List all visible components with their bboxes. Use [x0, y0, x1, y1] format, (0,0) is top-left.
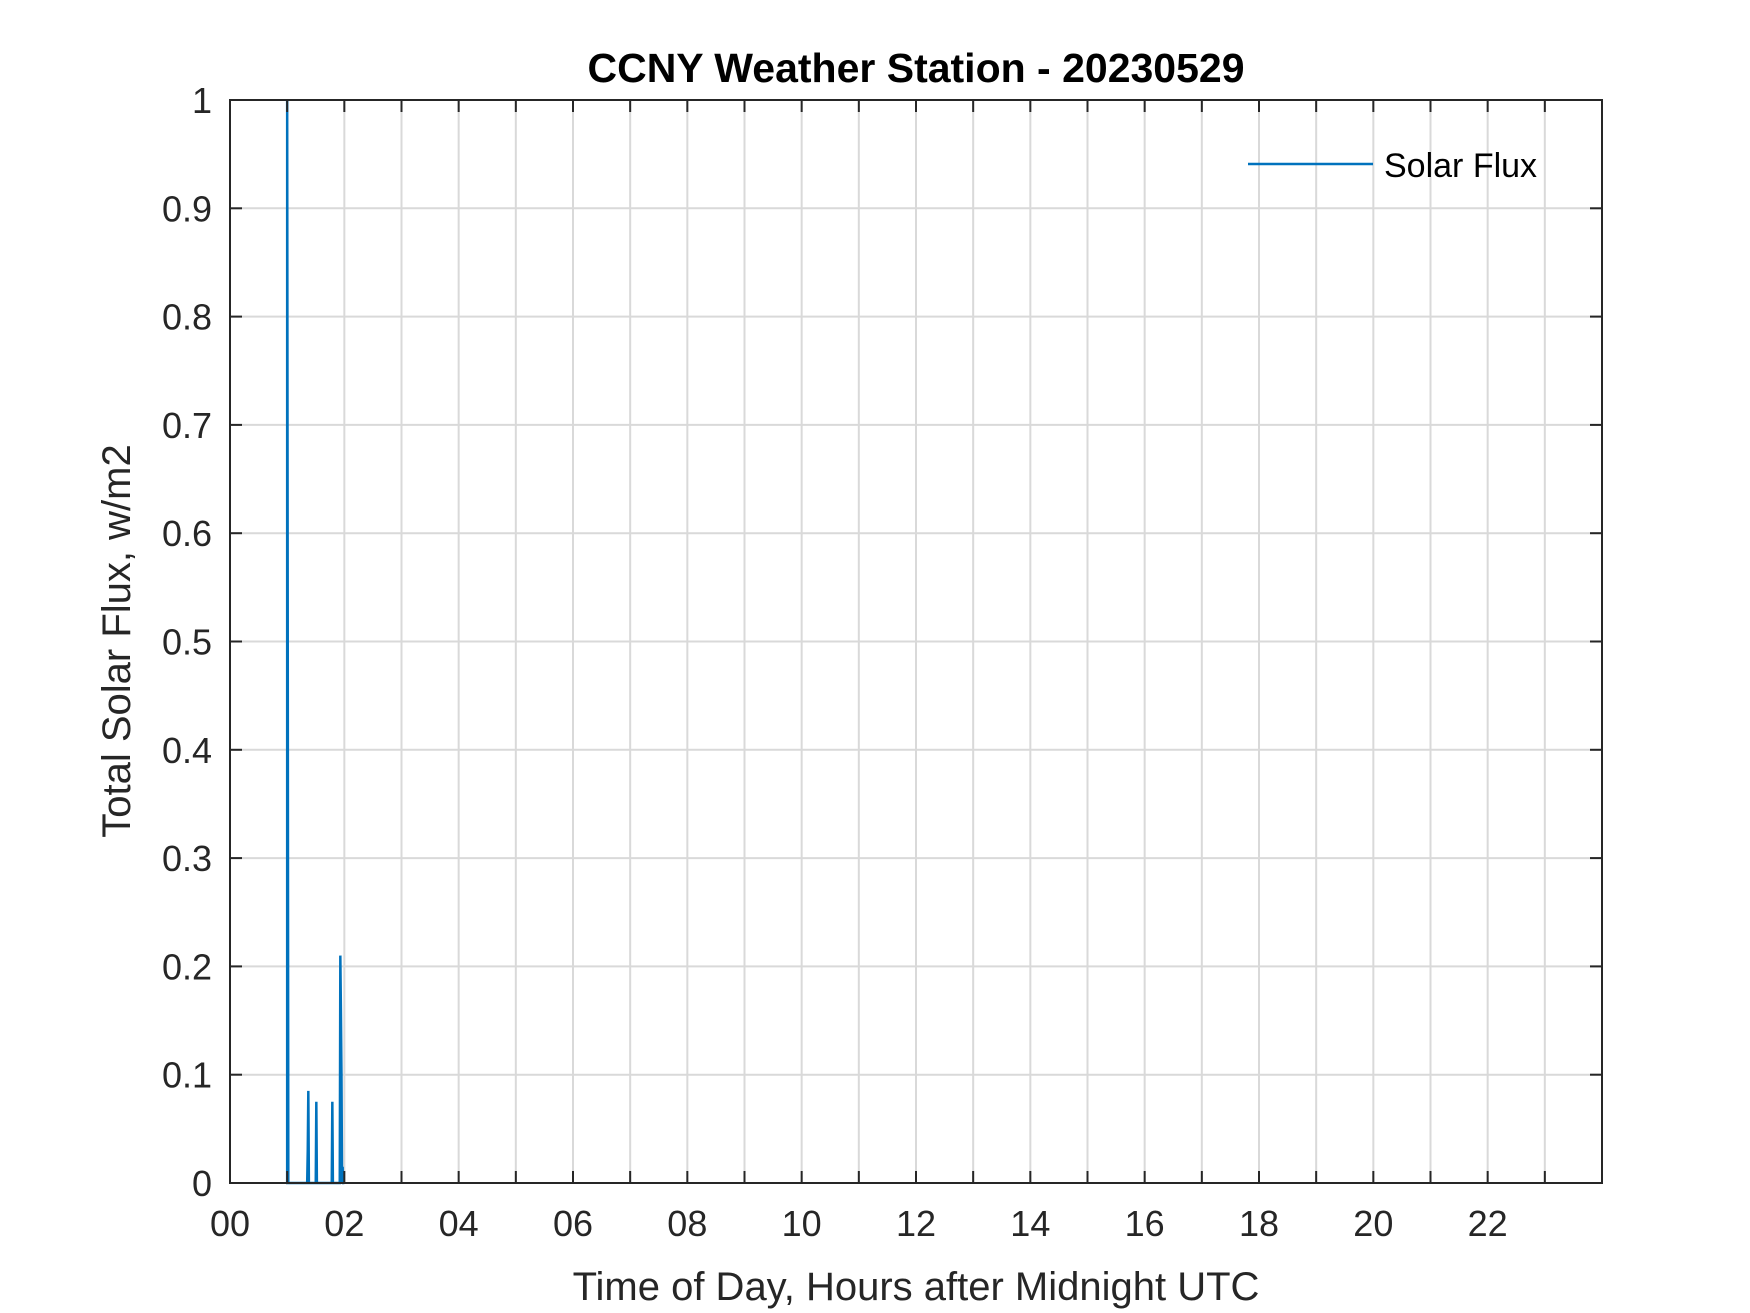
x-tick-label: 02 [324, 1203, 364, 1244]
y-tick-label: 0.7 [162, 405, 212, 446]
y-tick-label: 0.5 [162, 622, 212, 663]
chart-title: CCNY Weather Station - 20230529 [587, 45, 1244, 91]
x-tick-label: 06 [553, 1203, 593, 1244]
tick-labels: 00 02 04 06 08 10 12 14 16 18 20 22 0 0.1 0.2 0.3 0.4 0.5… [162, 80, 1508, 1244]
x-tick-label: 00 [210, 1203, 250, 1244]
y-tick-label: 0.8 [162, 297, 212, 338]
x-tick-label: 12 [896, 1203, 936, 1244]
ticks [230, 100, 1602, 1183]
y-tick-label: 0 [192, 1163, 212, 1204]
y-tick-label: 0.3 [162, 838, 212, 879]
x-tick-label: 10 [782, 1203, 822, 1244]
legend: Solar Flux [1248, 147, 1537, 185]
grid [230, 100, 1602, 1183]
x-tick-label: 14 [1010, 1203, 1050, 1244]
y-tick-label: 0.6 [162, 513, 212, 554]
y-axis-label: Total Solar Flux, w/m2 [95, 444, 139, 837]
y-tick-label: 0.2 [162, 946, 212, 987]
x-tick-label: 20 [1353, 1203, 1393, 1244]
y-tick-label: 0.9 [162, 188, 212, 229]
x-tick-label: 18 [1239, 1203, 1279, 1244]
x-axis-label: Time of Day, Hours after Midnight UTC [573, 1265, 1260, 1309]
y-tick-label: 0.1 [162, 1055, 212, 1096]
x-tick-label: 16 [1125, 1203, 1165, 1244]
y-tick-label: 1 [192, 80, 212, 121]
x-tick-label: 08 [667, 1203, 707, 1244]
x-tick-label: 04 [439, 1203, 479, 1244]
y-tick-label: 0.4 [162, 730, 212, 771]
x-tick-label: 22 [1468, 1203, 1508, 1244]
legend-label-solar-flux: Solar Flux [1384, 147, 1537, 185]
